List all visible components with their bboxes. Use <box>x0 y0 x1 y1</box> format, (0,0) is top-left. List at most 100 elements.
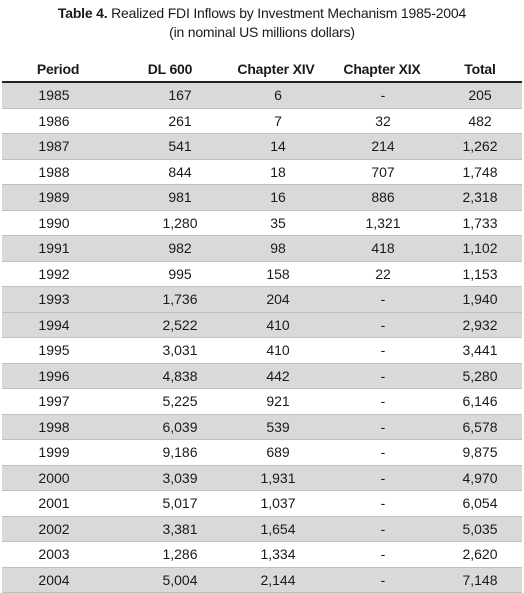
cell-total: 5,035 <box>438 516 522 542</box>
cell-chapter-xiv: 921 <box>226 388 326 415</box>
table-row: 1994 2,522 410-2,932 <box>2 312 522 338</box>
cell-total: 4,970 <box>438 465 522 491</box>
document-page: Table 4. Realized FDI Inflows by Investm… <box>2 5 522 593</box>
column-header-period: Period <box>2 57 114 83</box>
table-row: 1996 4,838 442-5,280 <box>2 363 522 389</box>
cell-period: 1988 <box>2 159 114 185</box>
cell-dl600: 995 <box>114 261 226 287</box>
cell-dl600: 5,225 <box>114 388 226 415</box>
column-header-dl600: DL 600 <box>114 57 226 83</box>
cell-total: 2,318 <box>438 184 522 211</box>
cell-period: 1992 <box>2 261 114 287</box>
cell-dl600: 1,286 <box>114 541 226 568</box>
cell-total: 6,146 <box>438 388 522 415</box>
table-row: 2001 5,017 1,037-6,054 <box>2 490 522 517</box>
cell-chapter-xix: - <box>326 516 438 542</box>
cell-chapter-xiv: 204 <box>226 286 326 313</box>
cell-total: 1,733 <box>438 210 522 236</box>
cell-total: 2,620 <box>438 541 522 568</box>
cell-total: 482 <box>438 108 522 134</box>
cell-period: 1986 <box>2 108 114 134</box>
cell-chapter-xix: - <box>326 490 438 517</box>
table-row: 1985 167 6-205 <box>2 82 522 109</box>
cell-dl600: 982 <box>114 235 226 262</box>
cell-chapter-xiv: 410 <box>226 312 326 338</box>
cell-total: 1,102 <box>438 235 522 262</box>
cell-chapter-xix: - <box>326 312 438 338</box>
cell-chapter-xiv: 14 <box>226 133 326 160</box>
cell-chapter-xiv: 6 <box>226 82 326 109</box>
table-body: 1985 167 6-205 1986 261 7 32 482 1987 541 14 214 1,2… <box>2 82 522 593</box>
table-row: 2004 5,004 2,144-7,148 <box>2 567 522 593</box>
cell-chapter-xix: - <box>326 82 438 109</box>
cell-total: 1,748 <box>438 159 522 185</box>
table-row: 1988 844 18 707 1,748 <box>2 159 522 185</box>
cell-chapter-xiv: 539 <box>226 414 326 440</box>
table-row: 1986 261 7 32 482 <box>2 108 522 134</box>
cell-total: 1,262 <box>438 133 522 160</box>
cell-chapter-xix: - <box>326 286 438 313</box>
cell-period: 1996 <box>2 363 114 389</box>
table-row: 1999 9,186 689-9,875 <box>2 439 522 466</box>
cell-total: 6,054 <box>438 490 522 517</box>
cell-chapter-xiv: 98 <box>226 235 326 262</box>
cell-chapter-xiv: 1,037 <box>226 490 326 517</box>
table-row: 1997 5,225 921-6,146 <box>2 388 522 415</box>
cell-dl600: 541 <box>114 133 226 160</box>
cell-total: 3,441 <box>438 337 522 364</box>
cell-chapter-xiv: 2,144 <box>226 567 326 593</box>
cell-dl600: 5,017 <box>114 490 226 517</box>
table-row: 2000 3,039 1,931-4,970 <box>2 465 522 491</box>
cell-period: 2003 <box>2 541 114 568</box>
cell-chapter-xix: - <box>326 337 438 364</box>
cell-period: 1989 <box>2 184 114 211</box>
cell-total: 6,578 <box>438 414 522 440</box>
cell-total: 5,280 <box>438 363 522 389</box>
cell-dl600: 3,381 <box>114 516 226 542</box>
cell-chapter-xiv: 158 <box>226 261 326 287</box>
cell-chapter-xix: 32 <box>326 108 438 134</box>
cell-chapter-xiv: 442 <box>226 363 326 389</box>
cell-total: 9,875 <box>438 439 522 466</box>
cell-chapter-xix: - <box>326 439 438 466</box>
cell-dl600: 4,838 <box>114 363 226 389</box>
cell-dl600: 1,280 <box>114 210 226 236</box>
cell-chapter-xix: 1,321 <box>326 210 438 236</box>
cell-total: 1,153 <box>438 261 522 287</box>
cell-period: 1998 <box>2 414 114 440</box>
cell-period: 1995 <box>2 337 114 364</box>
cell-chapter-xiv: 689 <box>226 439 326 466</box>
table-row: 1989 981 16 886 2,318 <box>2 184 522 211</box>
cell-chapter-xix: 214 <box>326 133 438 160</box>
table-row: 1992 995 158 22 1,153 <box>2 261 522 287</box>
cell-chapter-xix: - <box>326 414 438 440</box>
cell-period: 2004 <box>2 567 114 593</box>
cell-dl600: 6,039 <box>114 414 226 440</box>
cell-chapter-xix: - <box>326 567 438 593</box>
table-title: Realized FDI Inflows by Investment Mecha… <box>111 5 467 21</box>
cell-chapter-xiv: 35 <box>226 210 326 236</box>
cell-period: 1985 <box>2 82 114 109</box>
cell-period: 1991 <box>2 235 114 262</box>
cell-total: 205 <box>438 82 522 109</box>
cell-chapter-xiv: 1,654 <box>226 516 326 542</box>
cell-dl600: 9,186 <box>114 439 226 466</box>
cell-chapter-xiv: 7 <box>226 108 326 134</box>
cell-chapter-xiv: 1,931 <box>226 465 326 491</box>
cell-dl600: 3,039 <box>114 465 226 491</box>
cell-dl600: 167 <box>114 82 226 109</box>
cell-chapter-xix: 418 <box>326 235 438 262</box>
cell-period: 2001 <box>2 490 114 517</box>
table-row: 1987 541 14 214 1,262 <box>2 133 522 160</box>
table-row: 2003 1,286 1,334-2,620 <box>2 541 522 568</box>
table-row: 2002 3,381 1,654-5,035 <box>2 516 522 542</box>
cell-total: 1,940 <box>438 286 522 313</box>
cell-period: 1987 <box>2 133 114 160</box>
column-header-total: Total <box>438 57 522 83</box>
cell-chapter-xix: 22 <box>326 261 438 287</box>
fdi-inflows-table: Period DL 600 Chapter XIV Chapter XIX To… <box>2 57 522 593</box>
table-header-row: Period DL 600 Chapter XIV Chapter XIX To… <box>2 57 522 83</box>
cell-period: 2002 <box>2 516 114 542</box>
cell-chapter-xiv: 410 <box>226 337 326 364</box>
cell-chapter-xiv: 1,334 <box>226 541 326 568</box>
